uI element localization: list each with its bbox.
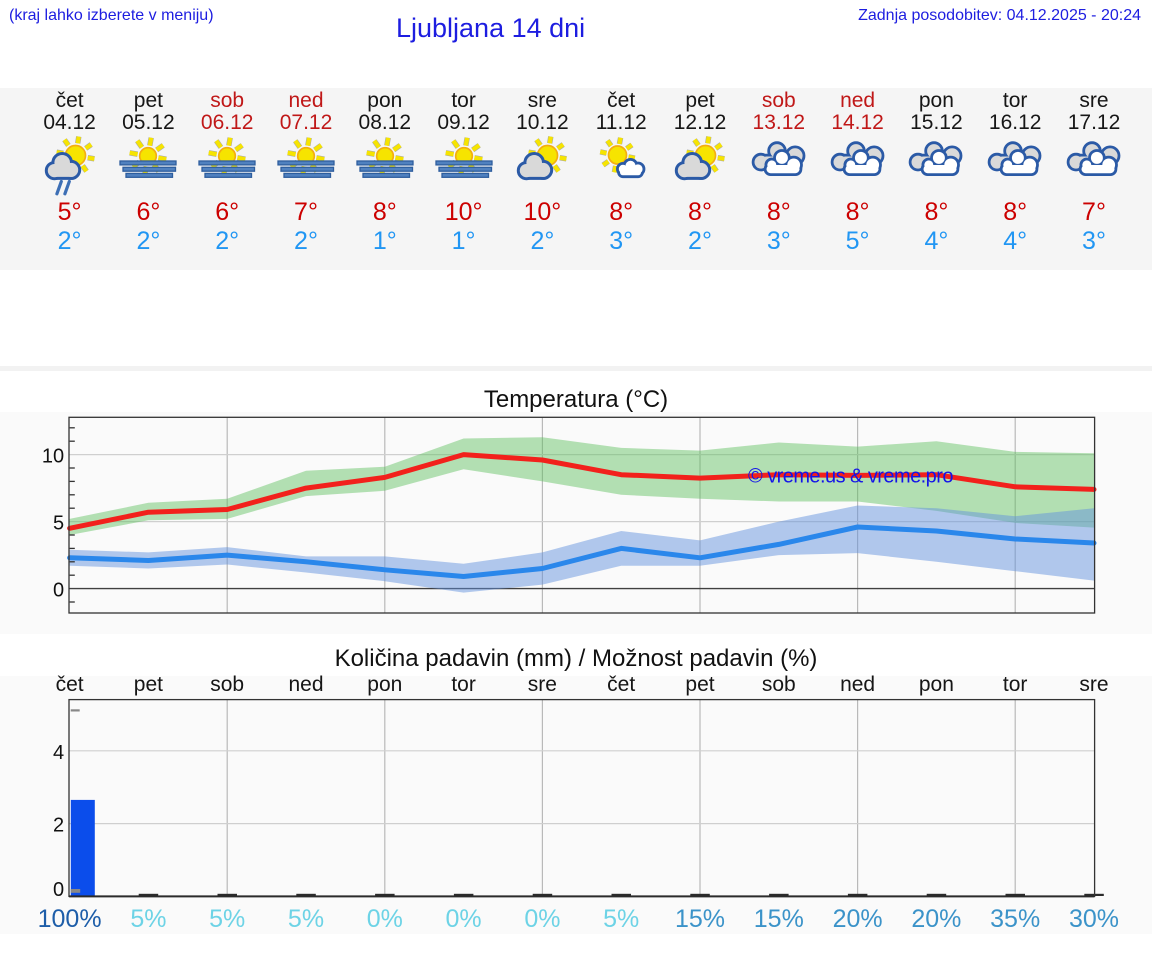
svg-text:2: 2 <box>53 815 64 837</box>
svg-text:0: 0 <box>53 580 64 602</box>
svg-text:4: 4 <box>53 742 64 764</box>
svg-text:0: 0 <box>53 879 64 901</box>
svg-text:© vreme.us & vreme.pro: © vreme.us & vreme.pro <box>748 466 953 488</box>
svg-text:5: 5 <box>53 513 64 535</box>
svg-text:10: 10 <box>42 446 64 468</box>
